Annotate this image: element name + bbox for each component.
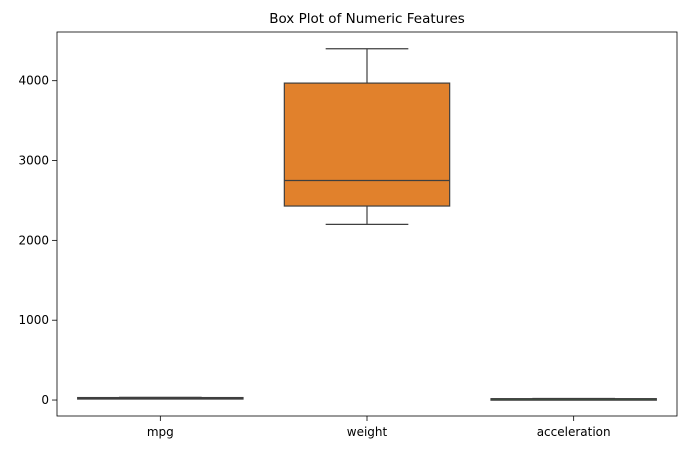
chart-title: Box Plot of Numeric Features [269,11,465,27]
y-tick-label: 0 [41,393,49,407]
y-tick-label: 2000 [18,233,49,247]
y-axis: 0 1000 2000 3000 4000 [18,74,57,407]
box-mpg [77,396,244,400]
x-axis: mpg weight acceleration [147,416,611,439]
y-tick-label: 3000 [18,154,49,168]
x-tick-label: mpg [147,425,174,439]
box-weight [283,48,451,225]
plot-marks [77,48,657,401]
y-tick-label: 1000 [18,313,49,327]
y-tick-label: 4000 [18,74,49,88]
x-tick-label: acceleration [537,425,611,439]
box-acceleration [490,397,657,401]
x-tick-label: weight [347,425,388,439]
iqr-box [283,82,451,207]
